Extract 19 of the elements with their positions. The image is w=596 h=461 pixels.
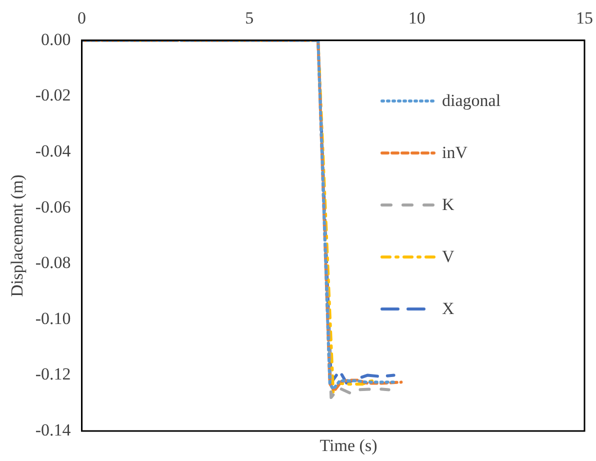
y-tick-label: 0.00 xyxy=(41,30,71,49)
x-tick-label: 15 xyxy=(576,8,593,28)
y-tick-label: -0.14 xyxy=(35,420,72,440)
y-tick-label: -0.10 xyxy=(35,308,71,328)
y-tick-label: -0.04 xyxy=(35,141,72,160)
x-tick-label: 5 xyxy=(245,8,254,28)
legend-label: X xyxy=(442,299,454,319)
y-tick-label: -0.02 xyxy=(35,86,71,105)
x-tick-label: 10 xyxy=(408,8,426,28)
y-tick-label: -0.08 xyxy=(35,253,71,272)
legend-label: V xyxy=(442,247,454,267)
legend-label: inV xyxy=(442,143,468,163)
x-axis-title: Time (s) xyxy=(318,436,378,456)
y-axis-title: Displacement (m) xyxy=(8,174,27,297)
legend-label: K xyxy=(442,195,454,215)
y-tick-label: -0.06 xyxy=(35,197,71,216)
y-tick-label: -0.12 xyxy=(35,364,71,384)
x-tick-label: 0 xyxy=(78,8,86,28)
legend-label: diagonal xyxy=(442,91,501,111)
